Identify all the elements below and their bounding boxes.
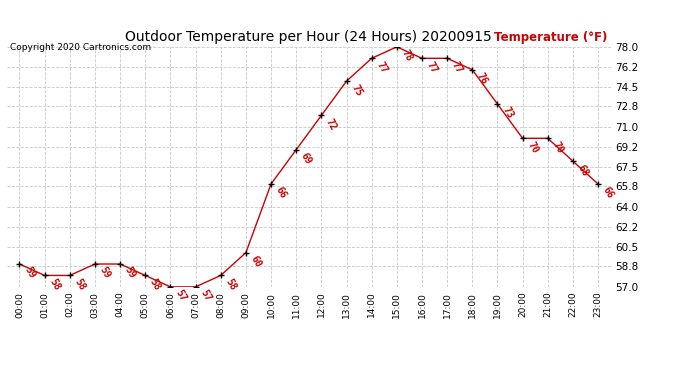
Text: 58: 58 — [48, 277, 62, 292]
Text: 72: 72 — [324, 117, 339, 132]
Text: 60: 60 — [248, 254, 263, 269]
Text: 78: 78 — [400, 48, 414, 63]
Text: 57: 57 — [173, 288, 188, 303]
Text: 59: 59 — [98, 266, 112, 280]
Text: 77: 77 — [375, 60, 389, 75]
Text: 58: 58 — [148, 277, 163, 292]
Text: 73: 73 — [500, 105, 515, 121]
Text: 77: 77 — [425, 60, 440, 75]
Text: 58: 58 — [224, 277, 238, 292]
Text: Temperature (°F): Temperature (°F) — [494, 32, 608, 45]
Text: 59: 59 — [123, 266, 137, 280]
Text: 58: 58 — [72, 277, 87, 292]
Text: 59: 59 — [22, 266, 37, 280]
Title: Outdoor Temperature per Hour (24 Hours) 20200915: Outdoor Temperature per Hour (24 Hours) … — [126, 30, 492, 44]
Text: 66: 66 — [601, 185, 615, 201]
Text: 57: 57 — [198, 288, 213, 303]
Text: 70: 70 — [551, 140, 565, 155]
Text: Copyright 2020 Cartronics.com: Copyright 2020 Cartronics.com — [10, 43, 152, 52]
Text: 75: 75 — [349, 82, 364, 98]
Text: 76: 76 — [475, 71, 490, 86]
Text: 66: 66 — [274, 185, 288, 201]
Text: 77: 77 — [450, 60, 464, 75]
Text: 70: 70 — [525, 140, 540, 155]
Text: 69: 69 — [299, 151, 313, 166]
Text: 68: 68 — [575, 162, 590, 178]
